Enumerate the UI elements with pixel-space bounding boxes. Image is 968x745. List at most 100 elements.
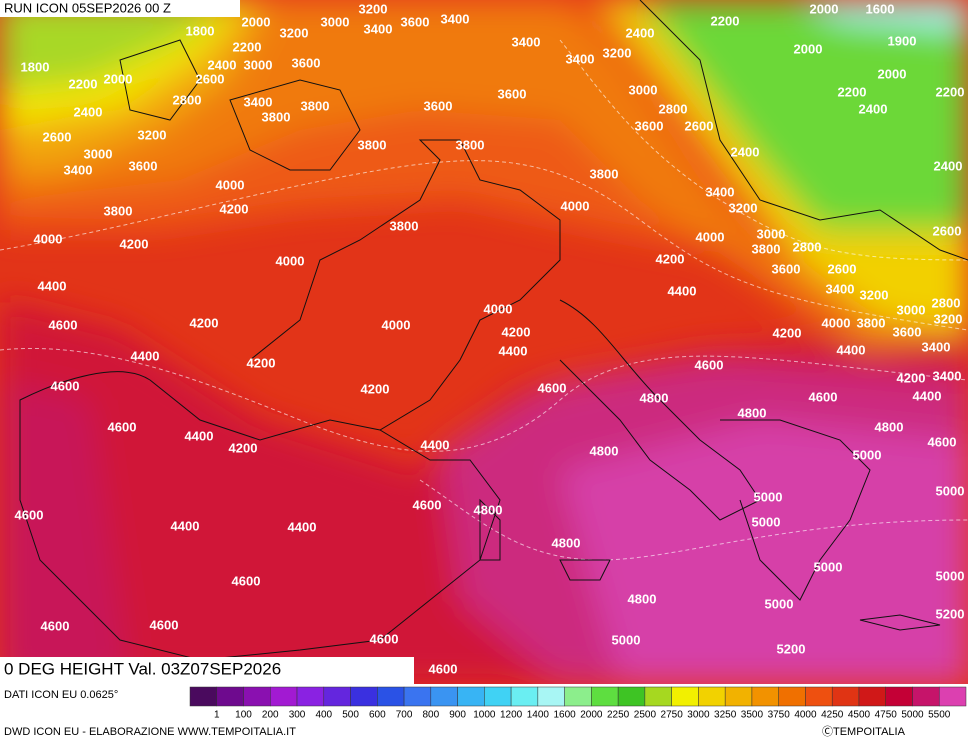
contour-label: 3200 xyxy=(359,1,388,16)
contour-label: 4600 xyxy=(15,507,44,522)
contour-label: 5200 xyxy=(777,641,806,656)
contour-label: 4600 xyxy=(538,380,567,395)
contour-label: 4400 xyxy=(131,348,160,363)
contour-label: 2600 xyxy=(196,71,225,86)
colorbar-swatch xyxy=(403,686,432,707)
colorbar-label: 5000 xyxy=(901,710,924,721)
colorbar-label: 4750 xyxy=(875,710,898,721)
contour-label: 4800 xyxy=(474,502,503,517)
contour-label: 3000 xyxy=(897,302,926,317)
contour-label: 3400 xyxy=(566,51,595,66)
colorbar-label: 1400 xyxy=(527,710,550,721)
colorbar-swatch xyxy=(189,686,218,707)
colorbar-label: 3500 xyxy=(741,710,764,721)
source-label: DATI ICON EU 0.0625° xyxy=(4,689,118,701)
contour-label: 4200 xyxy=(190,315,219,330)
contour-label: 3200 xyxy=(934,311,963,326)
contour-label: 3000 xyxy=(629,82,658,97)
contour-label: 2600 xyxy=(685,118,714,133)
contour-label: 5000 xyxy=(612,632,641,647)
contour-label: 4600 xyxy=(232,573,261,588)
colorbar-swatch xyxy=(484,686,512,707)
colorbar-swatch xyxy=(644,686,672,707)
contour-label: 4200 xyxy=(656,251,685,266)
colorbar-label: 3000 xyxy=(687,710,710,721)
contour-label: 4600 xyxy=(41,618,70,633)
colorbar-swatch xyxy=(537,686,565,707)
run-label: RUN ICON 05SEP2026 00 Z xyxy=(4,0,171,15)
contour-label: 4200 xyxy=(247,355,276,370)
colorbar-label: 500 xyxy=(342,710,359,721)
contour-label: 5000 xyxy=(752,514,781,529)
contour-label: 2200 xyxy=(233,39,262,54)
colorbar-label: 5500 xyxy=(928,710,951,721)
colorbar-label: 3750 xyxy=(768,710,791,721)
contour-label: 2800 xyxy=(659,101,688,116)
contour-label: 2000 xyxy=(878,66,907,81)
contour-label: 4000 xyxy=(561,198,590,213)
colorbar-swatch xyxy=(216,686,244,707)
contour-label: 5000 xyxy=(936,483,965,498)
contour-label: 4200 xyxy=(229,440,258,455)
contour-label: 3800 xyxy=(358,137,387,152)
contour-label: 3800 xyxy=(752,241,781,256)
contour-label: 3200 xyxy=(729,200,758,215)
colorbar-swatch xyxy=(430,686,458,707)
contour-label: 4600 xyxy=(809,389,838,404)
contour-label: 4400 xyxy=(837,342,866,357)
contour-label: 2400 xyxy=(859,101,888,116)
contour-label: 4400 xyxy=(38,278,67,293)
colorbar-swatch xyxy=(243,686,271,707)
contour-label: 3000 xyxy=(321,14,350,29)
contour-label: 3600 xyxy=(498,86,527,101)
contour-label: 5000 xyxy=(853,447,882,462)
colorbar-label: 4000 xyxy=(794,710,817,721)
colorbar-swatch xyxy=(778,686,806,707)
colorbar-swatch xyxy=(805,686,833,707)
colorbar-swatch xyxy=(938,686,967,707)
contour-label: 4400 xyxy=(185,428,214,443)
contour-label: 1600 xyxy=(866,1,895,16)
contour-label: 1800 xyxy=(21,59,50,74)
contour-label: 3000 xyxy=(84,146,113,161)
contour-label: 4800 xyxy=(738,405,767,420)
contour-label: 3200 xyxy=(280,25,309,40)
colorbar-label: 4500 xyxy=(848,710,871,721)
colorbar-swatch xyxy=(858,686,886,707)
contour-label: 4400 xyxy=(913,388,942,403)
contour-label: 4000 xyxy=(276,253,305,268)
colorbar-swatch xyxy=(377,686,405,707)
contour-label: 4000 xyxy=(382,317,411,332)
colorbar-swatch xyxy=(885,686,913,707)
colorbar-swatch xyxy=(296,686,325,707)
contour-label: 4200 xyxy=(120,236,149,251)
colorbar-swatch xyxy=(457,686,485,707)
colorbar-label: 2500 xyxy=(634,710,657,721)
contour-label: 3400 xyxy=(441,11,470,26)
contour-label: 2400 xyxy=(626,25,655,40)
contour-label: 4600 xyxy=(49,317,78,332)
contour-label: 3600 xyxy=(772,261,801,276)
colorbar-label: 600 xyxy=(369,710,386,721)
field-box xyxy=(0,657,414,684)
contour-label: 2600 xyxy=(828,261,857,276)
contour-label: 4400 xyxy=(668,283,697,298)
colorbar-swatch xyxy=(831,686,860,707)
contour-label: 3800 xyxy=(262,109,291,124)
contour-label: 2600 xyxy=(933,223,962,238)
colorbar-label: 3250 xyxy=(714,710,737,721)
contour-label: 2000 xyxy=(810,1,839,16)
colorbar-label: 1 xyxy=(214,710,220,721)
contour-label: 2400 xyxy=(74,104,103,119)
contour-label: 2200 xyxy=(838,84,867,99)
contour-label: 2400 xyxy=(208,57,237,72)
contour-label: 3600 xyxy=(292,55,321,70)
contour-label: 2200 xyxy=(711,13,740,28)
colorbar-swatch xyxy=(350,686,378,707)
contour-label: 2400 xyxy=(731,144,760,159)
contour-label: 2200 xyxy=(69,76,98,91)
contour-label: 3400 xyxy=(364,21,393,36)
contour-label: 3400 xyxy=(64,162,93,177)
colorbar-label: 2750 xyxy=(661,710,684,721)
